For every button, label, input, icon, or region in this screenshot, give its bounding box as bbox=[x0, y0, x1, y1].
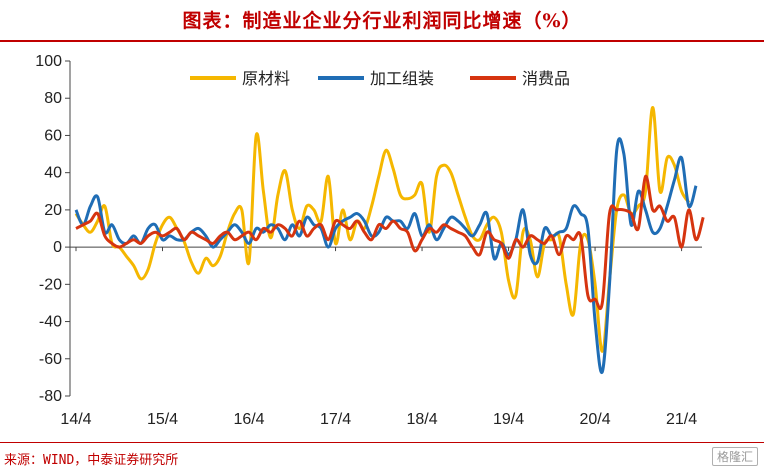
chart-title: 图表：制造业企业分行业利润同比增速（%） bbox=[182, 10, 582, 32]
legend-label-3: 消费品 bbox=[522, 69, 570, 88]
y-tick-label: 80 bbox=[44, 90, 62, 107]
legend-label-2: 加工组装 bbox=[370, 69, 434, 88]
source-divider bbox=[0, 442, 764, 443]
series-line-3 bbox=[75, 174, 705, 311]
line-chart: 100 80 60 40 20 0 -20 -40 -60 -80 14/4 15/4 16/4 17/4… bbox=[35, 53, 705, 428]
title-bar: 图表：制造业企业分行业利润同比增速（%） bbox=[0, 0, 764, 40]
x-tick-label: 16/4 bbox=[233, 411, 264, 428]
title-divider bbox=[0, 40, 764, 42]
y-tick-label: -20 bbox=[39, 276, 62, 293]
y-tick-label: -80 bbox=[39, 388, 62, 405]
y-tick-label: 40 bbox=[44, 165, 62, 182]
series-line-2 bbox=[74, 137, 698, 374]
x-tick-label: 14/4 bbox=[60, 411, 91, 428]
y-tick-label: 0 bbox=[53, 239, 62, 256]
series-line-1 bbox=[74, 106, 691, 353]
y-tick-label: 20 bbox=[44, 202, 62, 219]
y-tick-label: 100 bbox=[35, 53, 62, 70]
watermark-logo: 格隆汇 bbox=[711, 447, 758, 466]
x-tick-label: 15/4 bbox=[147, 411, 178, 428]
y-tick-label: -40 bbox=[39, 314, 62, 331]
y-tick-label: 60 bbox=[44, 127, 62, 144]
x-tick-label: 17/4 bbox=[320, 411, 351, 428]
x-tick-label: 20/4 bbox=[579, 411, 610, 428]
x-tick-label: 21/4 bbox=[666, 411, 697, 428]
x-tick-label: 18/4 bbox=[406, 411, 437, 428]
x-tick-label: 19/4 bbox=[493, 411, 524, 428]
legend-label-1: 原材料 bbox=[242, 69, 290, 88]
y-tick-label: -60 bbox=[39, 351, 62, 368]
source-note: 来源：WIND，中泰证券研究所 bbox=[4, 453, 179, 468]
